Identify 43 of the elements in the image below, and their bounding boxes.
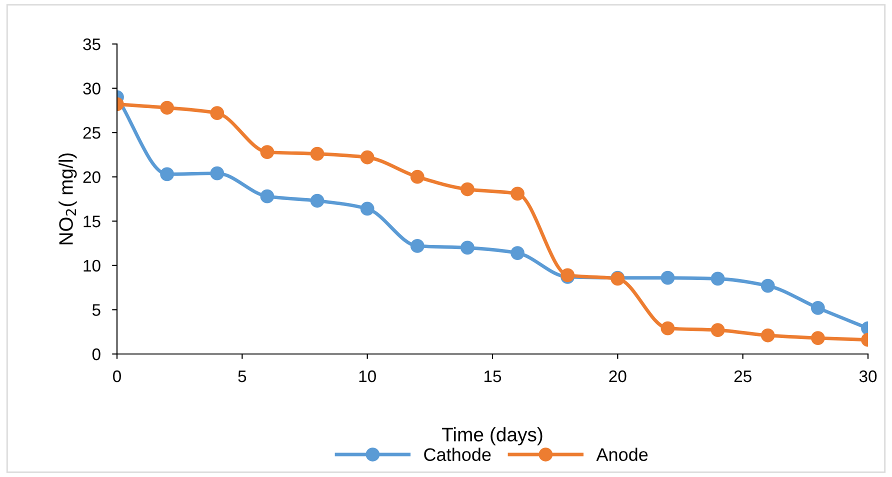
point xyxy=(260,189,274,204)
x-axis-title: Time (days) xyxy=(442,427,542,446)
point xyxy=(810,331,825,345)
point xyxy=(410,239,424,253)
point xyxy=(660,270,675,285)
point xyxy=(310,194,324,208)
y-tick-label: 0 xyxy=(92,348,100,360)
x-tick-label: 0 xyxy=(113,370,121,382)
point xyxy=(660,321,675,336)
y-tick-label: 10 xyxy=(84,260,100,272)
point xyxy=(360,150,374,164)
y-tick-label: 35 xyxy=(83,38,100,50)
point xyxy=(310,146,324,161)
y-tick-label: 5 xyxy=(92,304,100,316)
point xyxy=(210,106,224,120)
point xyxy=(410,170,424,184)
legend-label: Anode xyxy=(596,448,648,462)
point xyxy=(260,145,274,159)
point xyxy=(160,100,174,115)
x-tick-label: 30 xyxy=(859,370,877,382)
y-tick-label: 20 xyxy=(83,171,100,184)
y-tick-label: 25 xyxy=(83,126,100,139)
x-tick-label: 20 xyxy=(609,370,626,382)
point xyxy=(460,240,474,255)
y-axis-title: NO$_{2}$( mg/l) xyxy=(58,153,77,244)
y-tick-label: 30 xyxy=(83,82,100,94)
point xyxy=(810,301,825,315)
point xyxy=(710,323,725,338)
x-tick-label: 5 xyxy=(238,370,246,382)
point xyxy=(760,278,775,293)
point xyxy=(510,186,524,201)
point xyxy=(760,328,775,342)
point xyxy=(460,182,474,196)
point xyxy=(160,167,174,182)
x-tick-label: 15 xyxy=(484,370,502,382)
point xyxy=(360,202,374,216)
legend-label: Cathode xyxy=(424,448,491,462)
point xyxy=(510,246,524,260)
point xyxy=(710,272,725,286)
y-tick-label: 15 xyxy=(84,216,100,228)
x-tick-label: 25 xyxy=(734,370,752,382)
x-tick-label: 10 xyxy=(359,370,376,382)
point xyxy=(210,166,224,180)
